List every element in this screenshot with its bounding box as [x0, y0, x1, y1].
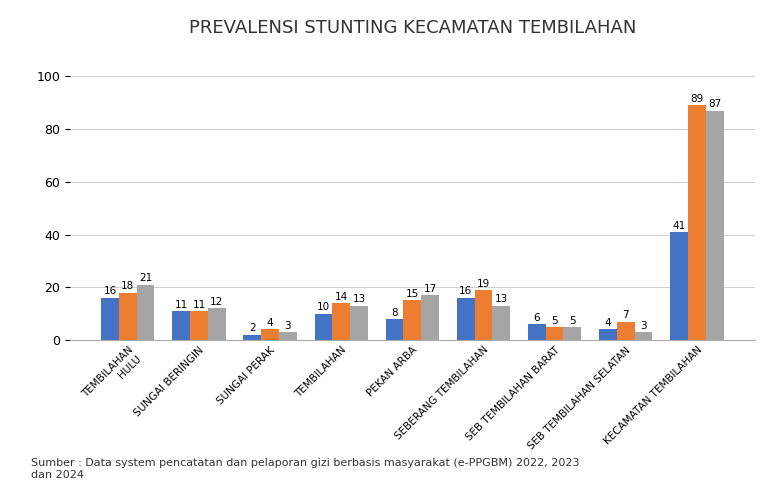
- Text: 7: 7: [622, 310, 629, 320]
- Bar: [332, 303, 350, 340]
- Bar: [119, 292, 137, 340]
- Bar: [475, 290, 492, 340]
- Bar: [386, 319, 404, 340]
- Text: 6: 6: [534, 313, 540, 323]
- Bar: [688, 106, 706, 340]
- Bar: [563, 327, 581, 340]
- Title: PREVALENSI STUNTING KECAMATAN TEMBILAHAN: PREVALENSI STUNTING KECAMATAN TEMBILAHAN: [188, 20, 636, 38]
- Text: 17: 17: [423, 284, 436, 294]
- Bar: [617, 322, 635, 340]
- Bar: [635, 332, 653, 340]
- Bar: [545, 327, 563, 340]
- Bar: [279, 332, 296, 340]
- Text: 5: 5: [552, 316, 558, 326]
- Text: 11: 11: [192, 300, 205, 310]
- Bar: [350, 306, 368, 340]
- Bar: [404, 300, 421, 340]
- Text: 4: 4: [267, 318, 273, 328]
- Bar: [599, 330, 617, 340]
- Bar: [314, 314, 332, 340]
- Bar: [457, 298, 475, 340]
- Bar: [190, 311, 208, 340]
- Bar: [261, 330, 279, 340]
- Text: 13: 13: [495, 294, 508, 304]
- Bar: [670, 232, 688, 340]
- Text: 41: 41: [672, 220, 685, 230]
- Text: 12: 12: [210, 297, 223, 307]
- Text: 10: 10: [317, 302, 330, 312]
- Text: 16: 16: [103, 286, 117, 296]
- Bar: [208, 308, 226, 340]
- Text: 87: 87: [708, 100, 721, 110]
- Text: 4: 4: [605, 318, 612, 328]
- Bar: [101, 298, 119, 340]
- Bar: [172, 311, 190, 340]
- Text: 11: 11: [174, 300, 187, 310]
- Text: 18: 18: [121, 281, 135, 291]
- Bar: [492, 306, 510, 340]
- Text: Sumber : Data system pencatatan dan pelaporan gizi berbasis masyarakat (e-PPGBM): Sumber : Data system pencatatan dan pela…: [31, 458, 580, 480]
- Bar: [421, 295, 439, 340]
- Text: 21: 21: [139, 274, 152, 283]
- Text: 2: 2: [249, 324, 256, 334]
- Bar: [244, 334, 261, 340]
- Bar: [528, 324, 545, 340]
- Text: 15: 15: [405, 289, 419, 299]
- Text: 89: 89: [690, 94, 703, 104]
- Text: 16: 16: [459, 286, 472, 296]
- Text: 19: 19: [477, 278, 490, 288]
- Bar: [706, 110, 724, 340]
- Text: 14: 14: [335, 292, 348, 302]
- Text: 8: 8: [391, 308, 398, 318]
- Bar: [137, 284, 155, 340]
- Text: 3: 3: [285, 321, 291, 331]
- Text: 13: 13: [352, 294, 366, 304]
- Text: 5: 5: [569, 316, 576, 326]
- Text: 3: 3: [640, 321, 647, 331]
